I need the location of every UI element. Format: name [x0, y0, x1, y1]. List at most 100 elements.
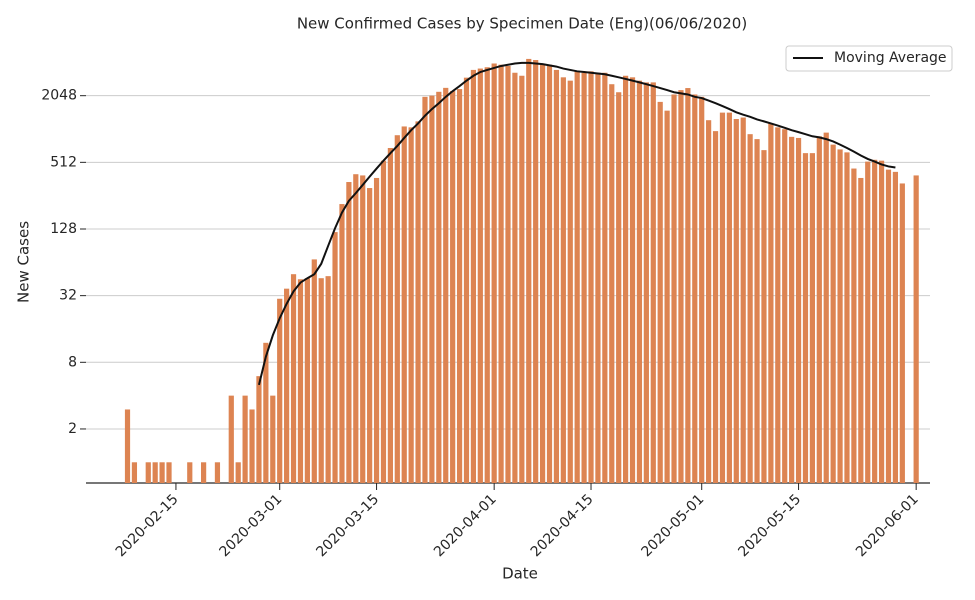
- bar: [899, 183, 905, 483]
- bar: [629, 77, 636, 484]
- bar: [235, 462, 241, 483]
- bar: [546, 64, 553, 483]
- bar: [768, 123, 774, 483]
- bar: [505, 65, 511, 484]
- bar: [733, 119, 739, 483]
- bar: [858, 177, 864, 483]
- bar: [553, 69, 560, 483]
- bar: [318, 278, 324, 483]
- bar: [761, 150, 767, 484]
- bar: [636, 80, 643, 484]
- bar: [892, 171, 899, 483]
- bar: [533, 60, 539, 484]
- y-tick-label: 128: [50, 221, 77, 237]
- bar: [145, 462, 151, 483]
- bar: [332, 232, 338, 483]
- bar: [816, 136, 822, 483]
- bar: [470, 69, 477, 483]
- bar: [256, 376, 262, 483]
- bar: [650, 82, 656, 483]
- bar: [422, 96, 428, 483]
- bar: [387, 147, 393, 483]
- bar: [429, 95, 435, 483]
- bar: [263, 342, 269, 483]
- bar: [228, 395, 234, 483]
- bar: [249, 409, 255, 483]
- bar: [539, 63, 546, 483]
- bar: [574, 71, 580, 483]
- bar: [865, 161, 871, 483]
- bar: [477, 68, 483, 484]
- bar: [685, 88, 691, 483]
- bar: [187, 462, 193, 483]
- bar: [339, 204, 345, 483]
- bar: [304, 278, 310, 483]
- bar: [664, 110, 670, 483]
- legend-label: Moving Average: [834, 50, 947, 66]
- legend-box: [785, 45, 953, 72]
- bar: [498, 64, 504, 483]
- bar: [484, 67, 490, 484]
- bar: [367, 188, 373, 483]
- bar: [782, 129, 788, 483]
- bar: [242, 395, 248, 483]
- x-axis-label: Date: [502, 565, 538, 583]
- bar: [201, 462, 207, 483]
- bar: [526, 58, 532, 483]
- bar: [290, 274, 297, 483]
- bar: [512, 72, 518, 484]
- bar: [657, 101, 663, 483]
- bar: [450, 90, 456, 484]
- bar: [456, 89, 463, 483]
- bar: [401, 126, 407, 483]
- bar: [692, 94, 698, 483]
- bar: [214, 462, 221, 483]
- bar: [602, 72, 608, 484]
- bar: [747, 134, 753, 484]
- chart-title: New Confirmed Cases by Specimen Date (En…: [297, 15, 747, 33]
- bar: [706, 120, 712, 483]
- bar: [712, 131, 719, 483]
- bar: [325, 276, 331, 483]
- bar: [671, 94, 677, 483]
- bar: [373, 177, 380, 483]
- bar: [311, 259, 317, 483]
- bar: [643, 82, 649, 483]
- bar: [851, 168, 857, 484]
- bar: [353, 174, 359, 483]
- bar: [878, 160, 885, 483]
- bar: [837, 149, 843, 483]
- bar: [699, 96, 705, 483]
- bar: [581, 72, 587, 484]
- bar: [394, 135, 400, 483]
- y-tick-label: 8: [68, 354, 77, 370]
- bar: [519, 75, 525, 483]
- bar: [567, 80, 573, 484]
- bar: [789, 136, 795, 484]
- legend: Moving Average: [785, 45, 953, 72]
- bar: [872, 159, 878, 483]
- bar: [463, 77, 470, 483]
- bar: [443, 87, 449, 483]
- bar: [560, 77, 566, 484]
- bar: [166, 462, 172, 483]
- bar: [270, 395, 276, 483]
- y-tick-label: 32: [59, 288, 77, 304]
- y-tick-label: 2048: [41, 88, 77, 104]
- bar: [297, 279, 304, 483]
- y-tick-label: 2: [68, 421, 77, 437]
- bar: [131, 462, 138, 483]
- bar: [754, 139, 760, 483]
- bar: [609, 84, 615, 484]
- bar: [623, 75, 629, 483]
- y-tick-label: 512: [50, 154, 77, 170]
- bar: [740, 117, 746, 483]
- bar: [346, 182, 352, 483]
- bar: [830, 144, 836, 484]
- bar: [380, 160, 387, 483]
- bar: [726, 112, 732, 484]
- bar: [913, 175, 919, 483]
- y-axis-label: New Cases: [15, 221, 33, 303]
- bar: [616, 92, 622, 483]
